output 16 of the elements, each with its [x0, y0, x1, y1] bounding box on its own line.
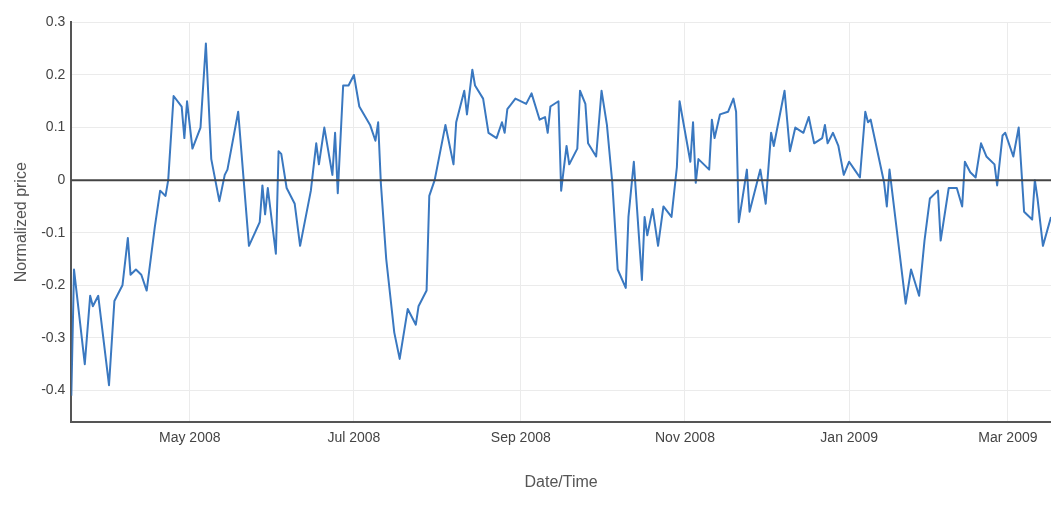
y-tick-label: -0.3 — [41, 328, 66, 345]
y-tick-label: 0 — [57, 171, 66, 187]
x-tick-label: Mar 2009 — [978, 429, 1038, 446]
y-tick-label: 0.3 — [45, 13, 66, 30]
x-tick-label: Sep 2008 — [490, 429, 551, 446]
y-tick-label: 0.2 — [45, 65, 66, 82]
x-tick-label: Jul 2008 — [327, 429, 381, 446]
y-tick-label: -0.1 — [41, 223, 66, 240]
x-axis-title: Date/Time — [524, 472, 598, 490]
x-tick-label: May 2008 — [159, 429, 221, 446]
y-axis-title: Normalized price — [12, 162, 30, 283]
x-tick-label: Jan 2009 — [820, 429, 879, 446]
y-tick-label: -0.4 — [41, 381, 66, 398]
y-tick-label: 0.1 — [45, 118, 66, 135]
x-tick-label: Nov 2008 — [655, 429, 716, 446]
y-tick-label: -0.2 — [41, 276, 66, 293]
